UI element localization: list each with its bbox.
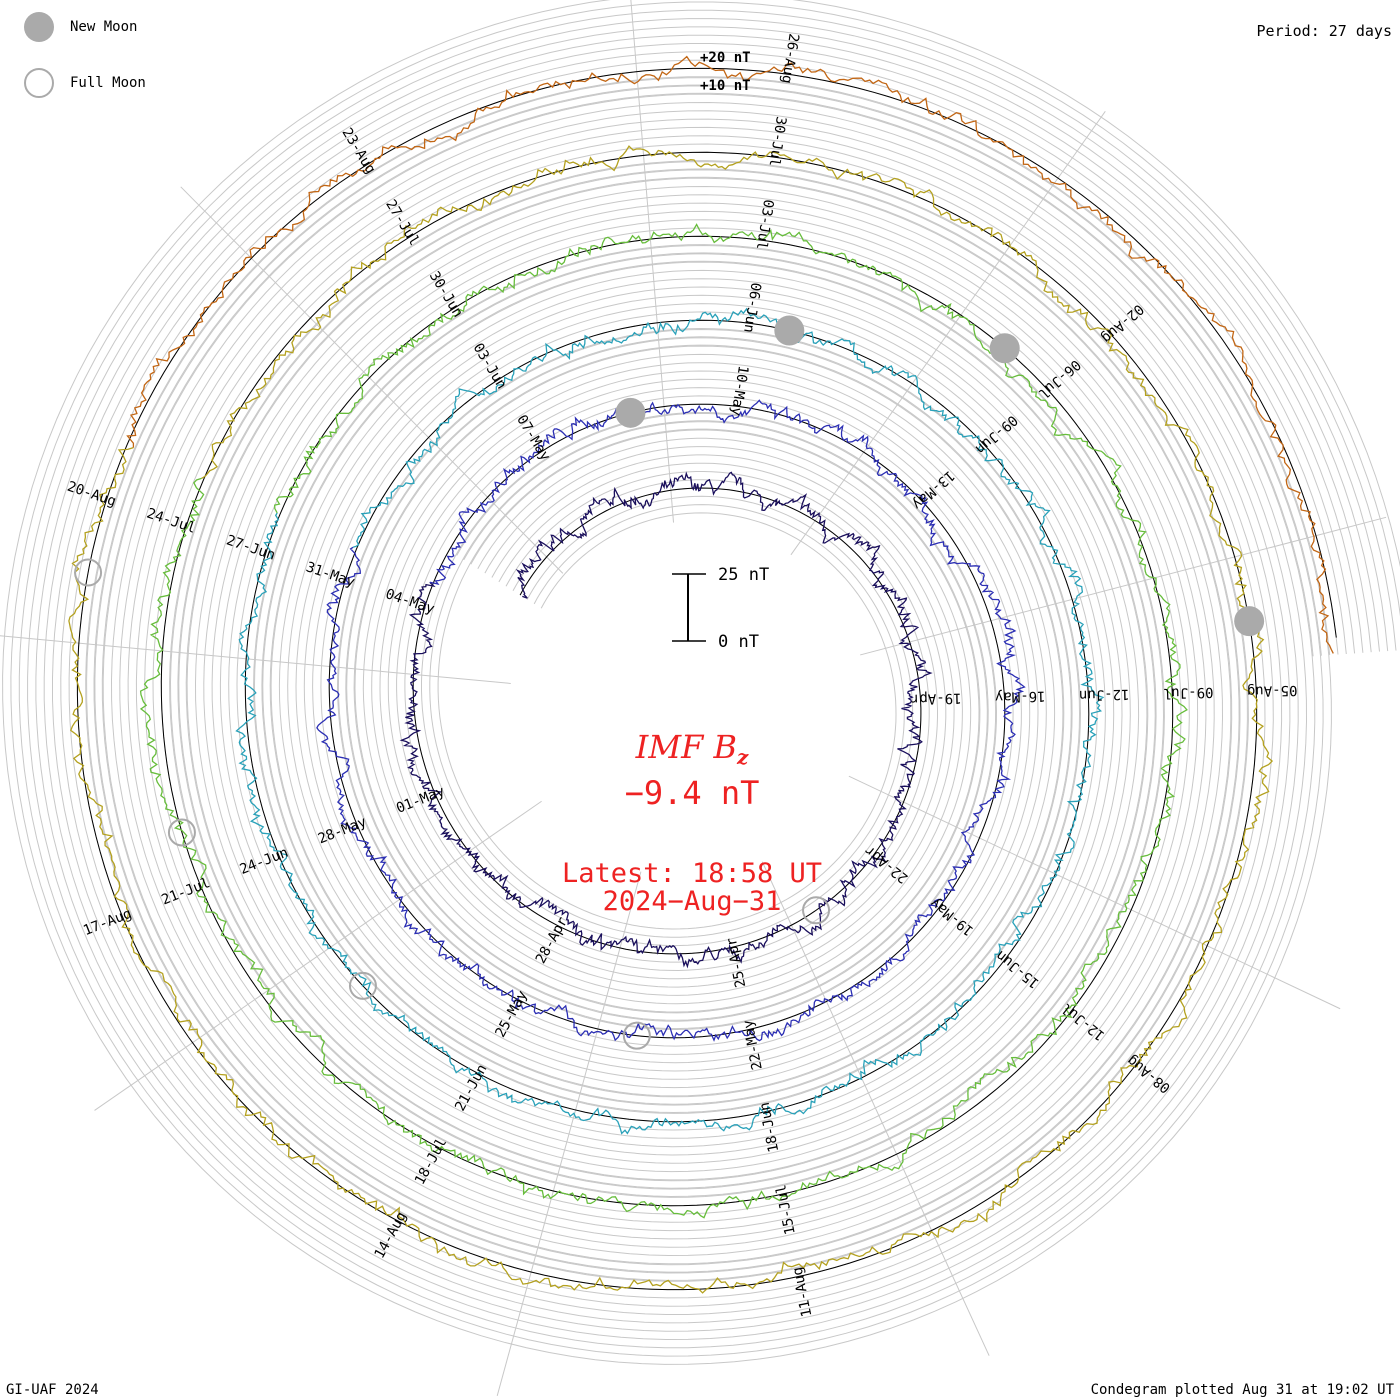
- date-label: 08-Aug: [1124, 1052, 1173, 1096]
- date-label: 25-May: [493, 988, 531, 1040]
- date-label: 21-Jun: [452, 1062, 490, 1114]
- bz-trace-segment: [399, 471, 933, 969]
- date-label: 28-Apr: [533, 914, 571, 966]
- legend-new-moon: New Moon: [24, 12, 137, 42]
- zero-baseline: [76, 67, 1337, 1291]
- date-label: 02-Aug: [1098, 301, 1147, 346]
- date-label: 10-May: [727, 364, 750, 416]
- scale-bar-top-label: 25 nT: [718, 565, 769, 585]
- date-label: 24-Jul: [145, 505, 198, 536]
- latest-time: Latest: 18:58 UT: [561, 858, 823, 889]
- date-label: 15-Jun: [993, 947, 1042, 991]
- date-label: 13-May: [909, 467, 958, 512]
- bz-trace-segment: [68, 145, 1274, 1294]
- date-label: 16-May: [995, 688, 1046, 705]
- new-moon-marker: [989, 333, 1020, 364]
- day-spoke: [0, 635, 511, 684]
- grid-spiral: [101, 92, 1314, 1266]
- day-spoke: [848, 775, 1341, 1010]
- current-value: −9.4 nT: [624, 774, 760, 812]
- date-label: 19-Apr: [911, 690, 962, 707]
- date-label: 06-Jun: [740, 281, 763, 333]
- new-moon-marker: [774, 315, 805, 346]
- full-moon-marker: [167, 818, 196, 847]
- bz-trace-segment: [139, 223, 1188, 1219]
- date-label: 20-Aug: [65, 479, 118, 510]
- parameter-subscript: z: [736, 745, 749, 769]
- period-label: Period: 27 days: [1256, 22, 1392, 40]
- date-label: 28-May: [316, 814, 369, 847]
- date-label: 30-Jul: [765, 115, 788, 167]
- day-spoke: [860, 516, 1387, 656]
- grid-spirals: [2, 0, 1400, 1365]
- grid-spiral: [52, 43, 1364, 1315]
- grid-spiral: [18, 9, 1397, 1349]
- parameter-name: IMF Bz: [0, 728, 1384, 769]
- scale-bar: 25 nT 0 nT: [672, 565, 769, 652]
- scale-bar-bottom-label: 0 nT: [718, 632, 759, 652]
- latest-date: 2024−Aug−31: [602, 886, 782, 917]
- new-moon-icon: [24, 12, 54, 42]
- legend-full-moon: Full Moon: [24, 68, 146, 98]
- bz-trace-segment: [235, 307, 1105, 1135]
- date-label: 12-Jul: [1059, 999, 1108, 1043]
- grid-spiral: [2, 0, 1400, 1365]
- date-label: 12-Jun: [1079, 686, 1130, 703]
- full-moon-marker: [802, 896, 831, 925]
- date-label: 26-Aug: [778, 32, 801, 84]
- date-label: 18-Jul: [412, 1136, 450, 1188]
- grid-spiral: [10, 1, 1400, 1357]
- day-spoke: [180, 186, 564, 574]
- date-label: 05-Aug: [1247, 682, 1298, 699]
- credit-label: GI-UAF 2024: [6, 1382, 99, 1398]
- grid-spiral: [85, 76, 1331, 1282]
- grid-spiral: [60, 51, 1356, 1307]
- day-spoke: [761, 861, 990, 1356]
- grid-spiral: [27, 18, 1389, 1341]
- date-label: 04-May: [383, 586, 436, 617]
- grid-spiral: [43, 34, 1372, 1324]
- bz-trace-segment: [126, 55, 1334, 654]
- date-label: 09-Jun: [972, 412, 1021, 457]
- grid-spiral: [93, 84, 1322, 1274]
- full-moon-marker: [348, 971, 377, 1000]
- grid-spiral: [35, 26, 1380, 1332]
- legend-full-moon-label: Full Moon: [70, 75, 146, 91]
- bz-trace-segment: [316, 399, 1026, 1042]
- date-label: 09-Jul: [1163, 684, 1214, 701]
- scale-label: +20 nT: [700, 50, 751, 66]
- day-spoke: [790, 111, 1106, 556]
- grid-spiral: [76, 67, 1339, 1291]
- date-label: 03-Jul: [753, 198, 776, 250]
- parameter-main: IMF B: [635, 728, 737, 766]
- date-label: 31-May: [304, 559, 357, 590]
- full-moon-marker: [622, 1021, 651, 1050]
- full-moon-icon: [24, 68, 54, 98]
- day-spoke: [630, 0, 675, 523]
- date-label: 27-Jun: [224, 532, 277, 563]
- date-label: 06-Jul: [1035, 356, 1084, 401]
- new-moon-marker: [1234, 606, 1265, 637]
- full-moon-marker: [74, 558, 103, 587]
- new-moon-marker: [615, 397, 646, 428]
- legend-new-moon-label: New Moon: [70, 19, 138, 35]
- plotted-timestamp: Condegram plotted Aug 31 at 19:02 UT: [1090, 1382, 1394, 1398]
- bz-trace: [68, 55, 1334, 1294]
- day-spoke: [496, 871, 642, 1397]
- scale-label: +10 nT: [700, 78, 751, 94]
- date-label: 14-Aug: [372, 1209, 410, 1261]
